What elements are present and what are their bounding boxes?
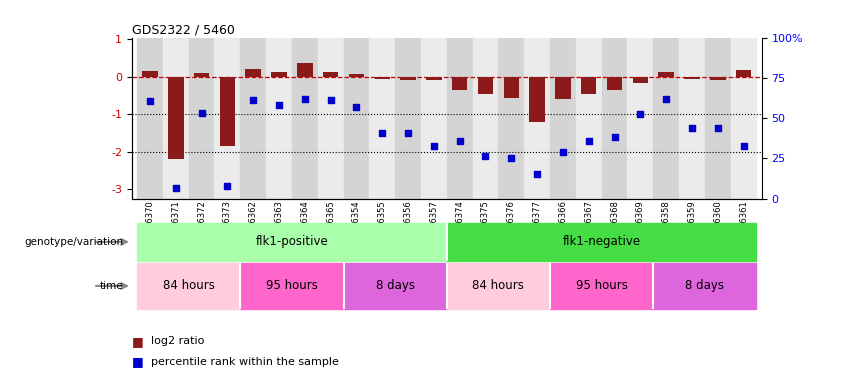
Bar [214,38,240,199]
Bar [684,77,700,79]
Point [608,134,621,140]
Bar [245,69,261,77]
Point [633,111,647,117]
Bar [168,77,184,159]
Text: 84 hours: 84 hours [472,279,524,292]
Point [402,130,415,136]
Point [453,138,466,144]
Bar [705,38,731,199]
Bar [137,38,163,199]
Bar [142,71,157,77]
Bar [137,262,240,309]
Bar [194,73,209,77]
Text: percentile rank within the sample: percentile rank within the sample [151,357,339,367]
Point [220,183,234,189]
Point [247,97,260,103]
Text: 95 hours: 95 hours [266,279,318,292]
Point [298,96,311,102]
Bar [240,262,344,309]
Text: time: time [100,281,123,291]
Point [505,154,518,160]
Bar [240,38,266,199]
Bar [576,38,602,199]
Bar [400,77,416,80]
Point [375,130,389,136]
Bar [344,262,447,309]
Bar [504,77,519,98]
Text: log2 ratio: log2 ratio [151,336,204,346]
Bar [607,77,622,90]
Bar [472,38,499,199]
Bar [137,223,447,261]
Text: GDS2322 / 5460: GDS2322 / 5460 [132,23,235,36]
Bar [550,262,654,309]
Bar [524,38,550,199]
Point [737,143,751,149]
Bar [344,38,369,199]
Point [195,110,208,116]
Point [711,124,724,130]
Point [324,97,338,103]
Point [685,124,699,130]
Bar [189,38,214,199]
Bar [317,38,344,199]
Bar [555,77,571,99]
Point [660,96,673,102]
Point [478,153,492,159]
Bar [654,262,757,309]
Text: flk1-negative: flk1-negative [563,236,641,248]
Bar [374,77,390,79]
Bar [581,77,597,94]
Bar [550,38,576,199]
Bar [220,77,235,146]
Text: genotype/variation: genotype/variation [25,237,123,247]
Bar [529,77,545,122]
Bar [323,72,339,77]
Bar [627,38,654,199]
Bar [654,38,679,199]
Bar [421,38,447,199]
Text: 8 days: 8 days [375,279,414,292]
Point [556,149,569,155]
Text: 8 days: 8 days [685,279,724,292]
Point [530,171,544,177]
Bar [395,38,421,199]
Text: ■: ■ [132,356,148,368]
Bar [349,74,364,77]
Text: 84 hours: 84 hours [163,279,214,292]
Bar [271,72,287,77]
Bar [710,77,726,80]
Bar [659,72,674,77]
Point [143,98,157,104]
Text: ■: ■ [132,335,148,348]
Text: flk1-positive: flk1-positive [255,236,328,248]
Bar [426,77,442,80]
Point [169,184,183,190]
Point [582,138,596,144]
Bar [477,77,494,94]
Bar [447,223,757,261]
Bar [632,77,648,82]
Bar [452,77,467,90]
Bar [731,38,757,199]
Bar [297,63,312,77]
Bar [266,38,292,199]
Point [272,102,286,108]
Text: 95 hours: 95 hours [575,279,627,292]
Bar [602,38,627,199]
Bar [447,262,550,309]
Bar [499,38,524,199]
Bar [163,38,189,199]
Bar [369,38,395,199]
Bar [736,70,751,77]
Bar [679,38,705,199]
Bar [292,38,317,199]
Point [350,104,363,110]
Bar [447,38,472,199]
Point [427,143,441,149]
